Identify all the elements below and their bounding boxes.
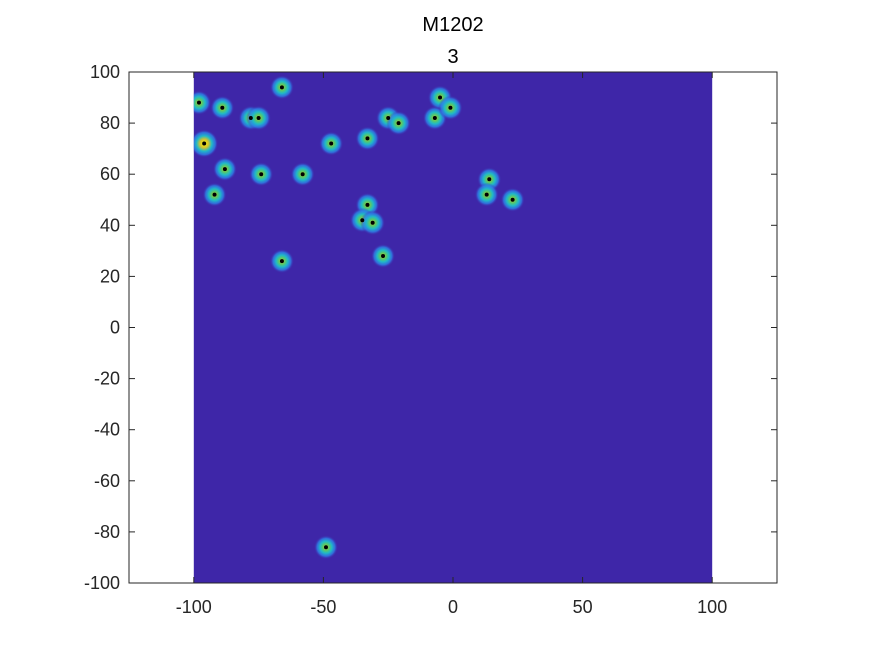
data-point [360, 218, 365, 223]
data-point [510, 197, 515, 202]
heatmap-blobs [193, 75, 525, 560]
data-point [484, 192, 489, 197]
x-tick-label: 50 [573, 597, 593, 617]
data-point [279, 85, 284, 90]
data-point [202, 141, 207, 146]
data-point [256, 115, 261, 120]
data-point [220, 105, 225, 110]
y-tick-label: 40 [100, 215, 120, 235]
data-point [212, 192, 217, 197]
x-tick-label: 0 [448, 597, 458, 617]
data-point [222, 167, 227, 172]
data-point [487, 177, 492, 182]
data-point [329, 141, 334, 146]
y-tick-label: -40 [94, 420, 120, 440]
x-tick-label: -100 [176, 597, 212, 617]
data-point [365, 202, 370, 207]
heatmap-blob [193, 90, 212, 115]
data-point [432, 115, 437, 120]
data-point [438, 95, 443, 100]
data-point [323, 545, 328, 550]
y-tick-label: -100 [84, 573, 120, 593]
chart-title: M1202 [422, 14, 483, 36]
data-point [196, 100, 201, 105]
data-point [300, 172, 305, 177]
x-tick-label: -50 [310, 597, 336, 617]
y-tick-label: -80 [94, 522, 120, 542]
y-tick-label: 20 [100, 266, 120, 286]
data-point [370, 220, 375, 225]
data-point [448, 105, 453, 110]
data-point [396, 121, 401, 126]
data-point [279, 259, 284, 264]
y-tick-label: 100 [90, 62, 120, 82]
y-tick-label: 0 [110, 318, 120, 338]
data-point [259, 172, 264, 177]
heatmap-background [193, 72, 713, 583]
data-point [248, 115, 253, 120]
y-tick-label: -60 [94, 471, 120, 491]
y-tick-label: 60 [100, 164, 120, 184]
y-tick-label: 80 [100, 113, 120, 133]
data-point [381, 253, 386, 258]
y-tick-label: -20 [94, 369, 120, 389]
data-point [365, 136, 370, 141]
x-tick-label: 100 [697, 597, 727, 617]
data-point [386, 115, 391, 120]
chart-subtitle: 3 [447, 46, 458, 68]
